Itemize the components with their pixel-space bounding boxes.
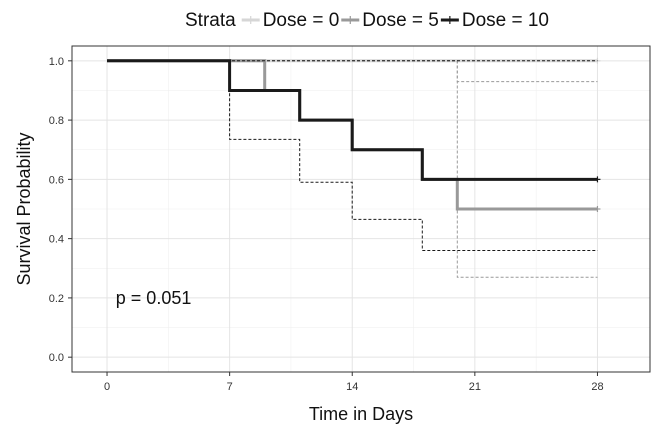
x-tick-label: 0 [104,381,110,393]
legend-key [241,16,260,24]
y-tick-label: 1.0 [49,56,64,68]
legend-key [440,16,459,24]
legend-key [341,16,360,24]
x-tick-label: 28 [591,381,603,393]
legend-title: Strata [185,10,236,31]
y-tick-label: 0.4 [49,234,64,246]
legend: Strata Dose = 0 Dose = 5 Dose = 10 [185,10,549,31]
ci-lower-line [107,60,598,251]
survival-curve [107,59,598,181]
series-layer [107,57,601,278]
x-tick-label: 7 [227,381,233,393]
plot-border [71,45,651,373]
p-value-annotation: p = 0.051 [116,288,192,308]
y-tick-label: 0.8 [49,115,64,127]
y-tick-label: 0.6 [49,174,64,186]
y-axis-title: Survival Probability [14,132,34,285]
legend-label: Dose = 5 [362,10,439,31]
axes: 0 7 14 21 28 0.0 0.2 0.4 0.6 0.8 1.0 [49,56,604,393]
y-tick-label: 0.0 [49,352,64,364]
legend-label: Dose = 10 [462,10,549,31]
y-tick-label: 0.2 [49,293,64,305]
x-tick-label: 14 [346,381,358,393]
series-2 [107,59,601,251]
x-tick-label: 21 [469,381,481,393]
legend-label: Dose = 0 [263,10,340,31]
x-axis-title: Time in Days [309,404,413,424]
